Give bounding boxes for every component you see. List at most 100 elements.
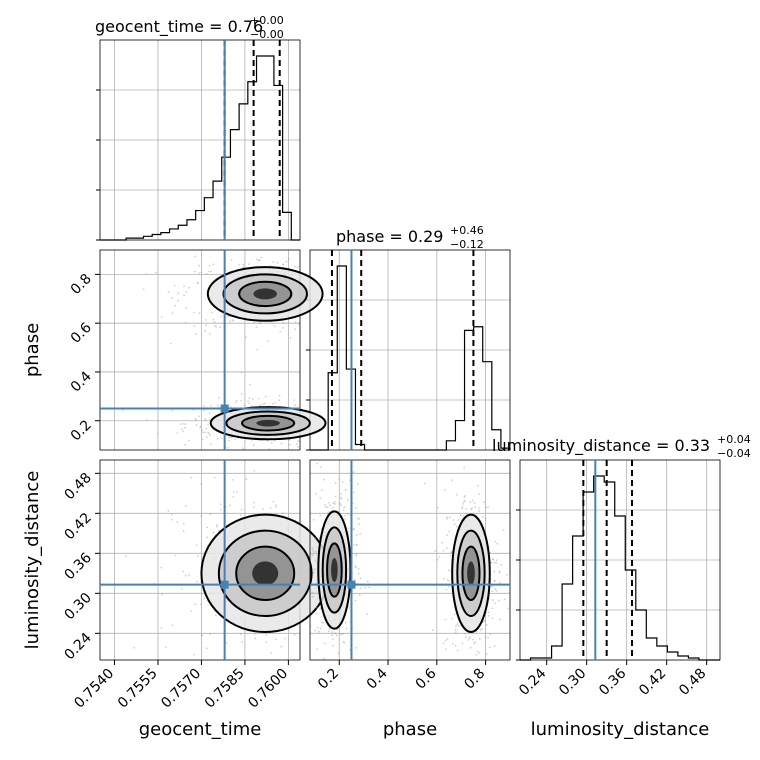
sample-point	[331, 631, 334, 633]
sample-point	[454, 644, 457, 647]
sample-point	[288, 258, 290, 260]
sample-point	[312, 549, 315, 552]
x-tick-label: 0.48	[676, 666, 709, 699]
sample-point	[356, 483, 359, 485]
sample-point	[280, 645, 283, 648]
title-geocent-time: geocent_time = 0.76	[95, 17, 263, 37]
sample-point	[333, 632, 336, 635]
sample-point	[314, 568, 316, 571]
sample-point	[447, 569, 450, 572]
sample-point	[314, 560, 317, 562]
sample-point	[257, 259, 260, 262]
sample-point	[184, 505, 187, 507]
sample-point	[366, 613, 368, 616]
sample-point	[447, 530, 450, 533]
sample-point	[368, 586, 370, 589]
sample-point	[198, 415, 201, 418]
density-level	[253, 288, 277, 300]
sample-point	[455, 625, 457, 628]
sample-point	[487, 614, 490, 617]
y-tick-label: 0.8	[68, 271, 95, 298]
sample-point	[229, 320, 231, 323]
sample-point	[486, 624, 488, 626]
sample-point	[340, 504, 342, 506]
sample-point	[185, 291, 188, 293]
sample-point	[358, 594, 361, 597]
sample-point	[272, 500, 275, 503]
sample-point	[197, 555, 199, 558]
sample-point	[478, 507, 480, 510]
sample-point	[352, 491, 355, 494]
sample-point	[471, 507, 473, 509]
sample-point	[198, 264, 200, 267]
sample-point	[344, 621, 347, 624]
sample-point	[491, 585, 494, 588]
sample-point	[484, 517, 487, 520]
sample-point	[184, 574, 187, 577]
sample-point	[463, 466, 465, 469]
sample-point	[200, 483, 203, 486]
sample-point	[279, 330, 282, 333]
sample-point	[507, 607, 510, 610]
sample-point	[229, 436, 231, 439]
sample-point	[471, 499, 474, 502]
sample-point	[340, 497, 342, 500]
sample-point	[485, 506, 487, 509]
y-tick-label: 0.36	[61, 550, 94, 583]
sample-point	[359, 587, 362, 590]
sample-point	[179, 423, 182, 425]
density-level	[252, 561, 279, 586]
sample-point	[192, 653, 195, 656]
x-tick-label: 0.8	[461, 666, 488, 693]
sample-point	[212, 318, 215, 321]
sample-point	[267, 340, 269, 343]
sample-point	[170, 513, 173, 516]
sample-point	[176, 520, 179, 523]
sample-point	[446, 534, 448, 537]
sample-point	[212, 263, 215, 266]
sample-point	[282, 263, 284, 266]
sample-point	[234, 438, 236, 441]
sample-point	[249, 383, 251, 386]
contour-line	[456, 529, 486, 617]
sample-point	[245, 336, 248, 339]
sample-point	[268, 448, 271, 450]
sample-point	[200, 515, 203, 517]
sample-point	[245, 478, 248, 481]
sample-point	[219, 326, 222, 329]
sample-point	[498, 599, 500, 602]
sample-point	[194, 333, 197, 336]
truth-marker	[220, 580, 229, 589]
sample-point	[253, 469, 256, 472]
sample-point	[450, 550, 453, 553]
sample-point	[463, 499, 466, 502]
sample-point	[270, 652, 273, 654]
sample-point	[469, 501, 471, 504]
sample-point	[288, 659, 291, 661]
sample-point	[220, 315, 223, 318]
sample-point	[228, 249, 231, 251]
sample-point	[332, 506, 334, 509]
sample-point	[453, 613, 456, 616]
sample-point	[183, 294, 186, 296]
sample-point	[436, 506, 439, 509]
sample-point	[462, 503, 464, 505]
sample-point	[227, 447, 229, 449]
sample-point	[276, 261, 279, 264]
sample-point	[479, 628, 482, 631]
sample-point	[349, 479, 351, 482]
sample-point	[294, 328, 296, 331]
sample-point	[184, 423, 187, 425]
sample-point	[342, 641, 345, 643]
sample-point	[359, 533, 362, 535]
sample-point	[194, 419, 197, 422]
density-level	[467, 561, 475, 586]
sample-point	[188, 574, 190, 576]
sample-point	[156, 432, 159, 435]
sample-point	[200, 603, 202, 605]
sample-point	[241, 447, 244, 450]
sample-point	[310, 611, 313, 614]
contour-line	[326, 542, 343, 598]
sample-point	[256, 348, 259, 351]
